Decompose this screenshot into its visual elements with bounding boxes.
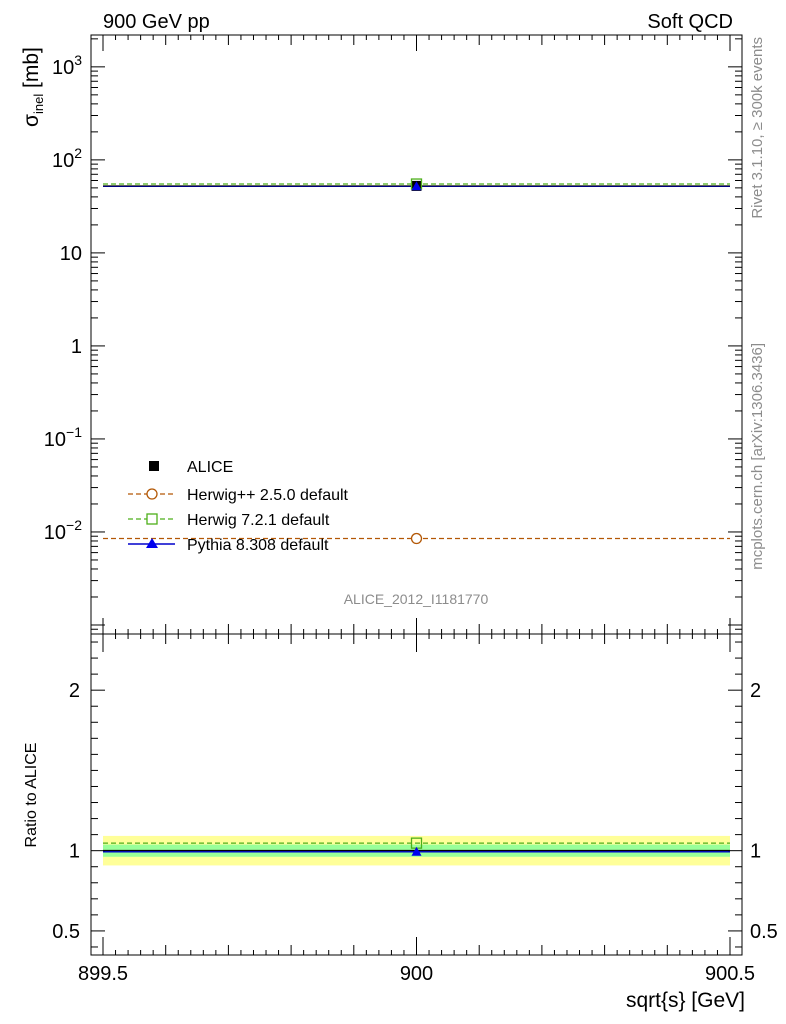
ratio-y-tick-label-left: 2 <box>69 680 80 702</box>
legend-herwigpp-symbol <box>146 488 158 500</box>
main-y-tick-label: 103 <box>52 52 82 79</box>
header-left-title: 900 GeV pp <box>103 11 210 33</box>
main-y-tick-label: 10 <box>60 243 82 265</box>
ratio-y-tick-label-right: 2 <box>750 680 761 702</box>
main-x-ticks <box>102 35 731 634</box>
main-y-tick-base: 10 <box>52 150 74 172</box>
ratio-pythia-point <box>411 846 422 856</box>
legend-herwig7-symbol <box>146 513 158 525</box>
ratio-y-tick-label-right: 0.5 <box>750 921 778 943</box>
legend-herwigpp-label: Herwig++ 2.5.0 default <box>187 487 349 504</box>
analysis-watermark: ALICE_2012_I1181770 <box>344 591 489 607</box>
main-y-tick-label: 10−2 <box>44 517 82 544</box>
main-ylabel-sub: inel <box>31 94 46 114</box>
legend-pythia-label: Pythia 8.308 default <box>187 537 329 554</box>
legend-pythia-symbol <box>146 538 158 548</box>
x-axis-label: sqrt{s} [GeV] <box>626 989 745 1012</box>
ratio-x-tick-label: 899.5 <box>78 963 128 985</box>
main-y-tick-exp: −2 <box>66 517 82 533</box>
main-y-tick-exp: −1 <box>66 424 82 440</box>
header-right-title: Soft QCD <box>647 11 733 33</box>
main-y-tick-exp: 2 <box>74 145 82 161</box>
legend-herwig7-label: Herwig 7.2.1 default <box>187 512 330 529</box>
herwigpp-point <box>410 532 423 545</box>
legend: ALICE Herwig++ 2.5.0 default Herwig 7.2.… <box>128 459 349 554</box>
main-y-tick-base: 10 <box>44 522 66 544</box>
pythia-point <box>411 181 422 191</box>
legend-alice-symbol <box>149 461 159 471</box>
main-y-tick-label: 10−1 <box>44 424 82 451</box>
legend-alice-label: ALICE <box>187 459 233 476</box>
main-y-tick-base: 10 <box>60 243 82 265</box>
ratio-y-tick-label-left: 0.5 <box>52 921 80 943</box>
main-y-tick-exp: 3 <box>74 52 82 68</box>
ratio-x-tick-label: 900.5 <box>705 963 755 985</box>
mcplots-label: mcplots.cern.ch [arXiv:1306.3436] <box>749 343 766 570</box>
ratio-y-tick-label-left: 1 <box>69 841 80 863</box>
main-ylabel-unit: [mb] <box>20 47 43 94</box>
main-y-tick-base: 10 <box>52 57 74 79</box>
ratio-y-tick-label-right: 1 <box>750 841 761 863</box>
main-y-tick-base: 10 <box>44 429 66 451</box>
rivet-label: Rivet 3.1.10, ≥ 300k events <box>749 37 766 219</box>
ratio-ylabel: Ratio to ALICE <box>23 743 40 848</box>
main-y-tick-base: 1 <box>71 336 82 358</box>
main-ylabel: σinel [mb] <box>20 47 46 127</box>
ratio-x-ticks: 899.5 900 900.5 <box>78 634 755 985</box>
main-ylabel-base: σ <box>20 114 43 127</box>
ratio-x-tick-label: 900 <box>400 963 433 985</box>
ratio-panel: 0.5 0.51 12 2 899.5 900 900.5 Ratio to ALICE … <box>23 633 778 1012</box>
ratio-frame <box>90 633 743 956</box>
main-y-tick-label: 1 <box>71 336 82 358</box>
main-y-tick-label: 102 <box>52 145 82 172</box>
ratio-y-ticks: 0.5 0.5 1 1 2 2 <box>52 641 778 948</box>
